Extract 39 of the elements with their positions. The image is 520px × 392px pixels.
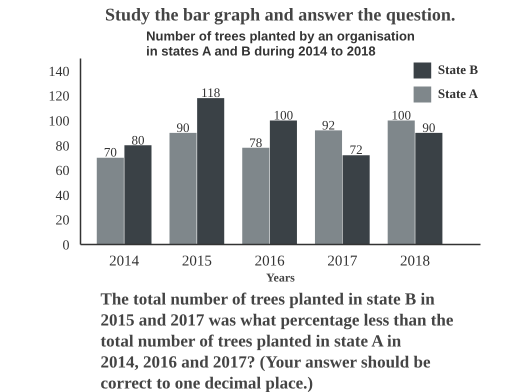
- data-label: 118: [201, 85, 220, 100]
- y-tick-label: 80: [56, 139, 70, 154]
- text: The total number of trees planted in state B in 2015 and 2017 was what percentage less than the total number of trees planted in state A in 2014, 2016 and 2017? (Your answer should be correct to one decimal place.): [100, 290, 454, 392]
- x-tick-label: 2016: [254, 254, 286, 270]
- data-label: 78: [249, 134, 262, 150]
- bar: [197, 98, 224, 244]
- y-tick-label: 120: [48, 90, 70, 105]
- data-label: 92: [322, 117, 335, 132]
- y-tick-label: 100: [48, 114, 70, 130]
- data-label: 100: [391, 108, 411, 122]
- x-tick-label: 2014: [109, 254, 140, 270]
- x-axis-title: Years: [266, 270, 296, 284]
- y-tick-label: 60: [56, 164, 70, 180]
- data-label: 90: [176, 120, 190, 135]
- data-label: 80: [131, 132, 144, 148]
- data-label: 90: [422, 120, 436, 135]
- y-tick-label: 20: [56, 214, 70, 229]
- chart-subtitle: Number of trees planted by an organisation in states A and B during 2014 to 2018: [146, 28, 415, 58]
- bar: [124, 145, 152, 244]
- bar: [342, 155, 370, 244]
- x-tick-label: 2015: [182, 254, 212, 270]
- x-tick-label: 2018: [400, 254, 430, 270]
- legend-label: State A: [438, 86, 478, 102]
- bar: [270, 120, 297, 244]
- data-label: 70: [104, 144, 117, 160]
- bar: [170, 132, 197, 244]
- x-tick-label: 2017: [327, 254, 358, 270]
- bar: [96, 158, 124, 244]
- y-tick-label: 0: [62, 238, 70, 254]
- y-tick-label: 140: [48, 64, 70, 80]
- bar: [415, 132, 442, 244]
- chart-title: Study the bar graph and answer the question.: [104, 4, 456, 24]
- bar: [388, 120, 415, 244]
- y-tick-label: 40: [56, 188, 70, 204]
- bar: [242, 148, 270, 244]
- legend-label: State B: [438, 62, 478, 78]
- data-label: 100: [274, 108, 294, 122]
- bar: [314, 130, 342, 244]
- data-label: 72: [350, 142, 363, 158]
